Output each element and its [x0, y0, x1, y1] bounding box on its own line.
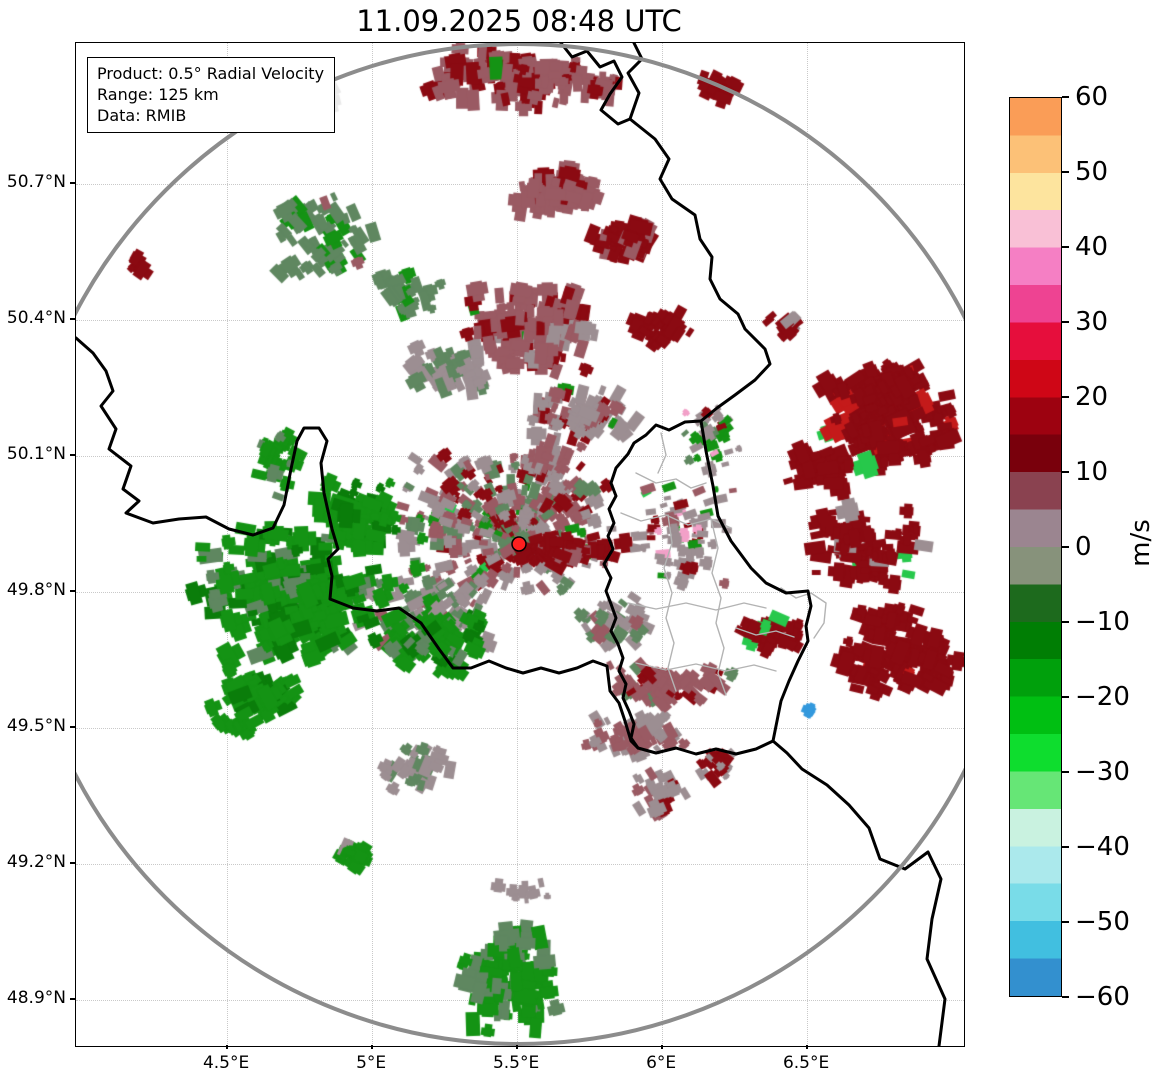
district-border-path-8 [657, 432, 667, 474]
y-tickmark-49.5 [70, 726, 75, 728]
district-border-path-7 [780, 587, 827, 639]
x-ticklabel-5: 5°E [356, 1053, 387, 1073]
velocity-colorbar [1009, 97, 1062, 997]
colorbar-tickmark--50 [1062, 921, 1069, 923]
y-tickmark-50.1 [70, 454, 75, 456]
country-border-path-2 [559, 43, 632, 126]
colorbar-ticklabel-50: 50 [1075, 157, 1109, 187]
y-tickmark-49.8 [70, 590, 75, 592]
district-border-path-2 [663, 514, 677, 692]
y-tickmark-50.4 [70, 318, 75, 320]
x-ticklabel-5.5: 5.5°E [492, 1053, 540, 1073]
colorbar-ticklabel--30: −30 [1075, 757, 1130, 787]
map-overlay [76, 43, 964, 1046]
colorbar-ticklabel-0: 0 [1075, 532, 1092, 562]
country-border-path-5 [699, 419, 813, 743]
colorbar-ticklabel--40: −40 [1075, 832, 1130, 862]
x-tickmark-6 [661, 1045, 663, 1049]
y-ticklabel-49.5: 49.5°N [6, 715, 66, 736]
colorbar-ticklabel-30: 30 [1075, 307, 1109, 337]
y-tickmark-50.7 [70, 182, 75, 184]
country-border-path-1 [626, 43, 772, 423]
colorbar-tickmark--10 [1062, 621, 1069, 623]
product-info-box: Product: 0.5° Radial Velocity Range: 125… [87, 57, 336, 134]
info-product-line: Product: 0.5° Radial Velocity [97, 64, 325, 83]
district-border-path-6 [735, 627, 795, 638]
colorbar-ticklabel-10: 10 [1075, 457, 1109, 487]
map-plot-area [75, 42, 965, 1047]
colorbar-tickmark-40 [1062, 246, 1069, 248]
x-tickmark-5.5 [516, 1045, 518, 1049]
country-border-path-3 [602, 419, 703, 750]
colorbar-tickmark--60 [1062, 996, 1069, 998]
district-border-path-4 [627, 602, 767, 611]
x-ticklabel-4.5: 4.5°E [202, 1053, 250, 1073]
colorbar-tickmark--40 [1062, 846, 1069, 848]
colorbar-tickmark-0 [1062, 546, 1069, 548]
x-tickmark-4.5 [226, 1045, 228, 1049]
figure-title: 11.09.2025 08:48 UTC [356, 4, 682, 38]
y-tickmark-48.9 [70, 997, 75, 1000]
country-border-path-0 [76, 336, 640, 750]
y-ticklabel-50.1: 50.1°N [6, 443, 66, 464]
y-ticklabel-48.9: 48.9°N [6, 987, 66, 1008]
colorbar-unit-label: m/s [1126, 519, 1156, 567]
range-ring [76, 43, 964, 1046]
colorbar-tickmark-50 [1062, 171, 1069, 173]
info-range-line: Range: 125 km [97, 85, 219, 105]
colorbar-tickmark-10 [1062, 471, 1069, 473]
colorbar-tickmark--30 [1062, 771, 1069, 773]
info-source-line: Data: RMIB [97, 106, 187, 126]
district-borders-group [620, 432, 827, 696]
colorbar-tickmark-30 [1062, 321, 1069, 323]
district-border-path-0 [635, 472, 707, 489]
x-ticklabel-6.5: 6.5°E [782, 1053, 830, 1073]
colorbar-ticklabel--20: −20 [1075, 682, 1130, 712]
colorbar-tickmark-60 [1062, 96, 1069, 98]
radar-location-marker [511, 536, 527, 552]
colorbar-ticklabel--60: −60 [1075, 982, 1130, 1012]
country-border-path-4 [636, 739, 947, 1046]
colorbar-ticklabel--10: −10 [1075, 607, 1130, 637]
colorbar-ticklabel-20: 20 [1075, 382, 1109, 412]
x-tickmark-6.5 [806, 1045, 808, 1049]
colorbar-ticklabel-40: 40 [1075, 232, 1109, 262]
y-ticklabel-50.7: 50.7°N [6, 171, 66, 192]
y-ticklabel-49.8: 49.8°N [6, 579, 66, 600]
colorbar-tickmark-20 [1062, 396, 1069, 398]
district-border-path-5 [635, 662, 777, 672]
country-borders-group [76, 43, 947, 1046]
y-ticklabel-49.2: 49.2°N [6, 851, 66, 872]
colorbar-ticklabel-60: 60 [1075, 82, 1109, 112]
y-tickmark-49.2 [70, 862, 75, 864]
colorbar-ticklabel--50: −50 [1075, 907, 1130, 937]
y-ticklabel-50.4: 50.4°N [6, 307, 66, 328]
district-border-path-1 [620, 512, 732, 529]
colorbar-tickmark--20 [1062, 696, 1069, 698]
x-ticklabel-6: 6°E [646, 1053, 677, 1073]
x-tickmark-5 [371, 1045, 373, 1049]
